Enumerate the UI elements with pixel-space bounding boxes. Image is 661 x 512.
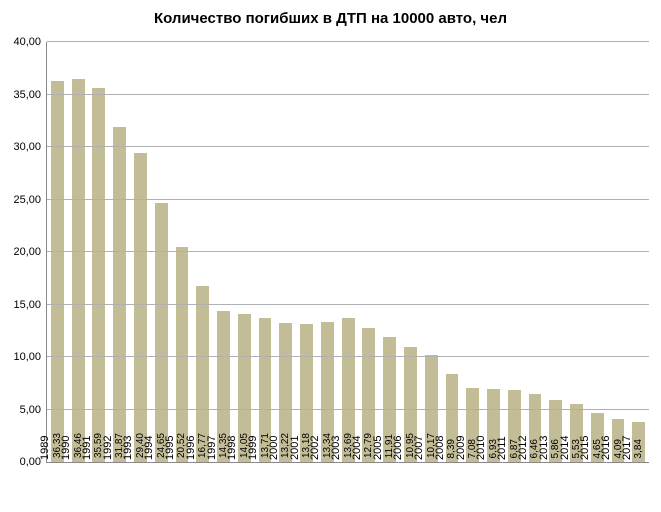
gridline bbox=[47, 199, 649, 200]
x-axis-tick-label: 2013 bbox=[538, 436, 550, 462]
x-axis-tick-label: 2012 bbox=[517, 436, 529, 462]
bar-slot: 13,182001 bbox=[296, 42, 317, 462]
x-axis-tick-label: 1998 bbox=[226, 436, 238, 462]
bar-slot: 5,862013 bbox=[545, 42, 566, 462]
y-axis-tick-label: 5,00 bbox=[3, 404, 41, 416]
x-axis-tick-label: 2016 bbox=[600, 436, 612, 462]
x-axis-tick-label: 2009 bbox=[455, 436, 467, 462]
x-axis-tick-label: 2017 bbox=[621, 436, 633, 462]
x-axis-tick-label: 2015 bbox=[579, 436, 591, 462]
x-axis-tick-label: 2006 bbox=[392, 436, 404, 462]
bar-slot: 13,711999 bbox=[255, 42, 276, 462]
gridline bbox=[47, 41, 649, 42]
bar-slot: 11,912005 bbox=[379, 42, 400, 462]
bar-slot: 12,792004 bbox=[358, 42, 379, 462]
bar-value-label: 3,84 bbox=[633, 439, 644, 458]
y-axis-tick-label: 35,00 bbox=[3, 89, 41, 101]
x-axis-tick-label: 2008 bbox=[434, 436, 446, 462]
x-axis-tick-label: 1997 bbox=[206, 436, 218, 462]
bar-slot: 14,051998 bbox=[234, 42, 255, 462]
bar-slot: 16,771996 bbox=[192, 42, 213, 462]
bar: 24,65 bbox=[155, 203, 168, 462]
bar: 20,52 bbox=[176, 247, 189, 462]
x-axis-tick-label: 2014 bbox=[559, 436, 571, 462]
bars-group: 36,33198936,46199035,59199131,87199229,4… bbox=[47, 42, 649, 462]
plot-area: 36,33198936,46199035,59199131,87199229,4… bbox=[46, 42, 649, 463]
bar: 36,33 bbox=[51, 81, 64, 462]
gridline bbox=[47, 251, 649, 252]
x-axis-tick-label: 2003 bbox=[330, 436, 342, 462]
x-axis-tick-label: 2002 bbox=[309, 436, 321, 462]
x-axis-tick-label: 1993 bbox=[122, 436, 134, 462]
gridline bbox=[47, 94, 649, 95]
bar-slot: 31,871992 bbox=[109, 42, 130, 462]
y-axis-tick-label: 30,00 bbox=[3, 141, 41, 153]
bar-slot: 24,651994 bbox=[151, 42, 172, 462]
bar-slot: 6,932010 bbox=[483, 42, 504, 462]
chart-title: Количество погибших в ДТП на 10000 авто,… bbox=[0, 0, 661, 27]
y-axis-tick-label: 10,00 bbox=[3, 351, 41, 363]
y-axis-tick-label: 40,00 bbox=[3, 36, 41, 48]
x-axis-tick-label: 1990 bbox=[60, 436, 72, 462]
gridline bbox=[47, 356, 649, 357]
bar-slot: 36,461990 bbox=[68, 42, 89, 462]
gridline bbox=[47, 304, 649, 305]
bar: 35,59 bbox=[92, 88, 105, 462]
y-axis-tick-label: 25,00 bbox=[3, 194, 41, 206]
bar-slot: 13,222000 bbox=[275, 42, 296, 462]
x-axis-tick-label: 1996 bbox=[185, 436, 197, 462]
gridline bbox=[47, 409, 649, 410]
bar: 3,84 bbox=[632, 422, 645, 462]
x-axis-tick-label: 1991 bbox=[81, 436, 93, 462]
bar-slot: 4,092016 bbox=[608, 42, 629, 462]
bar-slot: 10,952006 bbox=[400, 42, 421, 462]
x-axis-tick-label: 2005 bbox=[372, 436, 384, 462]
bar-slot: 13,692003 bbox=[338, 42, 359, 462]
bar: 31,87 bbox=[113, 127, 126, 462]
y-axis-tick-label: 0,00 bbox=[3, 456, 41, 468]
chart-container: Количество погибших в ДТП на 10000 авто,… bbox=[0, 0, 661, 512]
bar-slot: 3,842017 bbox=[628, 42, 649, 462]
x-axis-tick-label: 1992 bbox=[102, 436, 114, 462]
bar-slot: 36,331989 bbox=[47, 42, 68, 462]
x-axis-tick-label: 2010 bbox=[475, 436, 487, 462]
x-axis-tick-label: 2001 bbox=[289, 436, 301, 462]
bar-slot: 13,342002 bbox=[317, 42, 338, 462]
x-axis-tick-label: 2011 bbox=[496, 436, 508, 462]
x-axis-tick-label: 2000 bbox=[268, 436, 280, 462]
bar-slot: 7,082009 bbox=[462, 42, 483, 462]
bar-slot: 6,462012 bbox=[525, 42, 546, 462]
bar-slot: 20,521995 bbox=[172, 42, 193, 462]
bar-slot: 5,532014 bbox=[566, 42, 587, 462]
bar-slot: 14,351997 bbox=[213, 42, 234, 462]
bar-slot: 4,652015 bbox=[587, 42, 608, 462]
x-axis-tick-label: 2004 bbox=[351, 436, 363, 462]
x-axis-tick-label: 1999 bbox=[247, 436, 259, 462]
y-axis-tick-label: 20,00 bbox=[3, 246, 41, 258]
bar-slot: 10,172007 bbox=[421, 42, 442, 462]
x-axis-tick-label: 2007 bbox=[413, 436, 425, 462]
y-axis-tick-label: 15,00 bbox=[3, 299, 41, 311]
x-axis-tick-label: 1995 bbox=[164, 436, 176, 462]
bar: 36,46 bbox=[72, 79, 85, 462]
gridline bbox=[47, 146, 649, 147]
x-axis-tick-label: 1994 bbox=[143, 436, 155, 462]
bar-slot: 6,872011 bbox=[504, 42, 525, 462]
bar: 29,40 bbox=[134, 153, 147, 462]
bar-slot: 35,591991 bbox=[89, 42, 110, 462]
bar-slot: 8,392008 bbox=[442, 42, 463, 462]
x-axis-tick-label: 1989 bbox=[39, 436, 51, 462]
bar-slot: 29,401993 bbox=[130, 42, 151, 462]
